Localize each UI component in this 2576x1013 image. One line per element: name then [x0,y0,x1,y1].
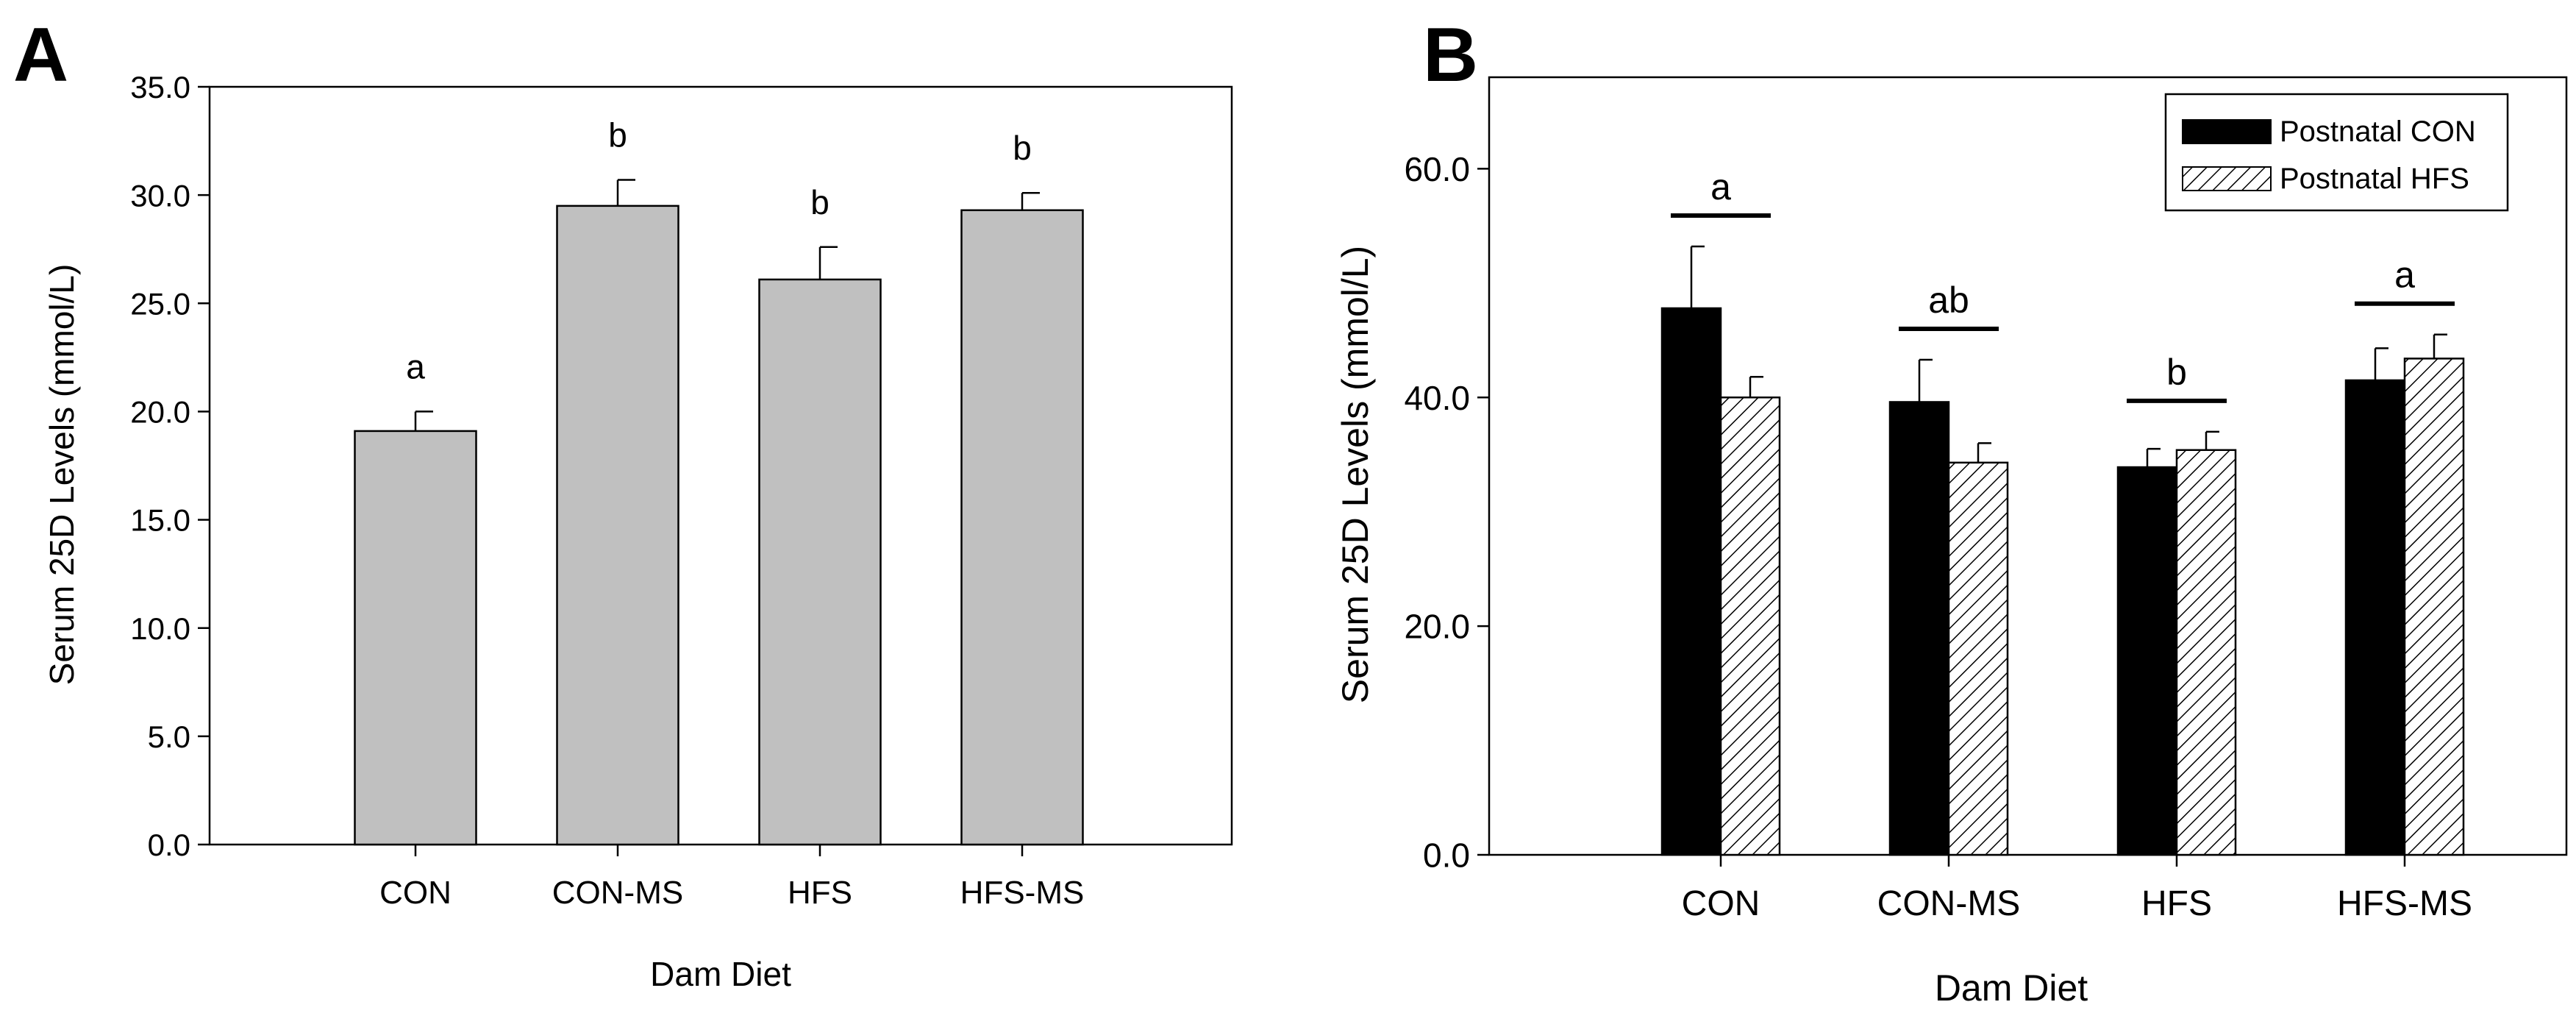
panel-b-bar-postnatal-con-hfs-ms [2344,379,2406,856]
panel-b-ytick-label: 40.0 [1404,379,1470,417]
panel-b-bar-postnatal-hfs-con-ms [1947,461,2009,856]
panel-b-xtick-label-hfs: HFS [2141,884,2212,923]
panel-b-ylabel: Serum 25D Levels (mmol/L) [1335,246,1376,703]
panel-a-bar-dam-diet-con [354,430,477,846]
panel-a-letter: A [13,13,68,98]
panel-b-ytick-label: 0.0 [1423,836,1470,875]
panel-b-xlabel: Dam Diet [1935,967,2088,1009]
panel-b-ytick-label: 60.0 [1404,150,1470,188]
panel-a-ytick-label: 30.0 [130,178,190,213]
panel-b-sig-letter-con: a [1710,166,1731,207]
panel-a-bar-dam-diet-hfs [758,278,882,846]
panel-a-sig-letter-con-ms: b [608,116,627,154]
panel-a-ytick-label: 10.0 [130,611,190,646]
legend-swatch-postnatal-con [2182,119,2272,144]
panel-b-bar-postnatal-con-hfs [2116,466,2178,856]
panel-a-bar-dam-diet-hfs-ms [960,209,1084,846]
panel-a-plot-frame [208,85,1233,846]
panel-b-bar-postnatal-hfs-con [1719,396,1781,856]
panel-b-sig-letter-con-ms: ab [1928,280,1969,321]
panel-b-sig-letter-hfs-ms: a [2394,255,2415,296]
panel-b-xtick-label-con: CON [1682,884,1760,923]
panel-a-ytick-label: 20.0 [130,395,190,430]
panel-b-bar-postnatal-hfs-hfs-ms [2403,358,2465,856]
panel-b-bar-postnatal-hfs-hfs [2175,449,2237,856]
panel-b-plot-frame [1488,76,2568,856]
panel-b-xtick-label-hfs-ms: HFS-MS [2337,884,2472,923]
panel-b-xtick-label-con-ms: CON-MS [1877,884,2021,923]
panel-a-bar-dam-diet-con-ms [556,205,679,846]
panel-b-chart: 0.0 20.0 40.0 60.0 CON a CON-MS ab HFS b HFS-MS a [1404,76,2568,923]
panel-b-ytick-label: 20.0 [1404,608,1470,646]
panel-a-ytick-label: 35.0 [130,70,190,104]
legend-label-postnatal-con: Postnatal CON [2280,115,2476,148]
panel-a-xtick-label-hfs: HFS [788,875,852,911]
panel-a-ytick-label: 5.0 [148,719,190,754]
panel-a-ylabel: Serum 25D Levels (mmol/L) [43,264,81,686]
panel-a-chart: 0.0 5.0 10.0 15.0 20.0 25.0 30.0 35.0 CON a CON-MS… [130,70,1233,911]
panel-a-sig-letter-con: a [406,347,425,385]
legend-swatch-postnatal-hfs [2182,166,2272,191]
panel-a-xlabel: Dam Diet [650,955,791,993]
panel-a-ytick-label: 15.0 [130,503,190,538]
panel-a-ytick-label: 25.0 [130,286,190,321]
panel-a-sig-letter-hfs: b [810,183,829,221]
panel-b-letter: B [1423,13,1478,98]
legend-label-postnatal-hfs: Postnatal HFS [2280,163,2469,195]
panel-a-xtick-label-hfs-ms: HFS-MS [960,875,1085,911]
panel-a-sig-letter-hfs-ms: b [1013,129,1032,167]
panel-b-bar-postnatal-con-con-ms [1888,401,1950,856]
panel-b-bar-postnatal-con-con [1660,307,1722,856]
panel-b-sig-letter-hfs: b [2166,352,2187,393]
panel-a-xtick-label-con-ms: CON-MS [552,875,683,911]
legend: Postnatal CON Postnatal HFS [2164,93,2509,212]
panel-a-ytick-label: 0.0 [148,828,190,862]
panel-a-xtick-label-con: CON [379,875,452,911]
